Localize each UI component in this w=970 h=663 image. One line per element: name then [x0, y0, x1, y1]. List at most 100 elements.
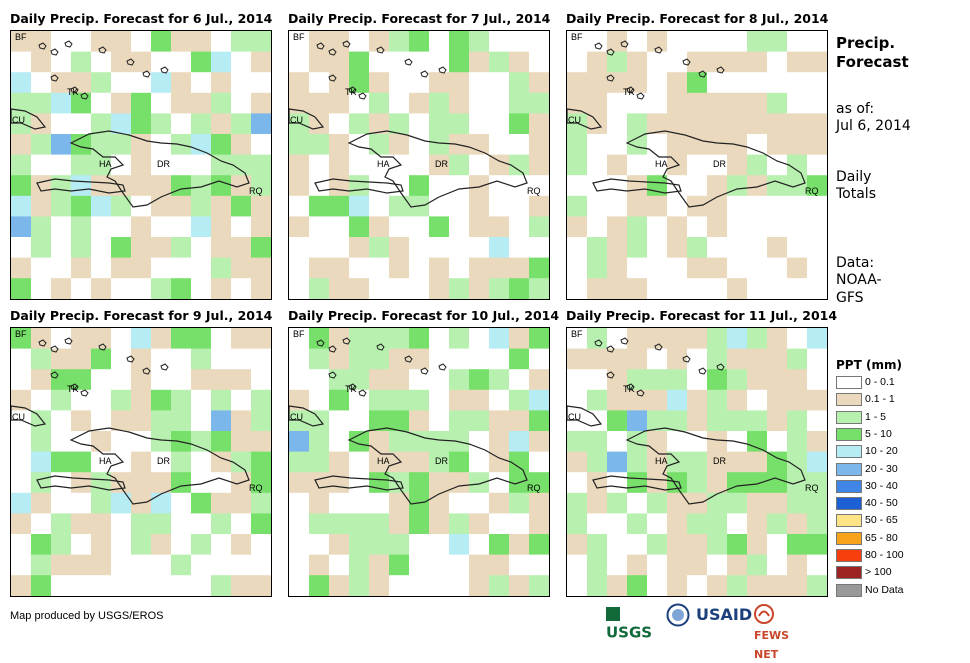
coastline: [11, 108, 47, 130]
map-label-ha: HA: [655, 456, 668, 466]
precip-cell: [607, 237, 627, 259]
precip-cell: [587, 410, 607, 432]
precip-cell: [131, 369, 151, 391]
precip-cell: [429, 554, 449, 576]
precip-cell: [251, 92, 271, 114]
precip-cell: [131, 472, 151, 494]
precip-cell: [111, 328, 131, 350]
precip-cell: [509, 410, 529, 432]
precip-cell: [449, 216, 469, 238]
precip-cell: [51, 389, 71, 411]
precip-cell: [469, 92, 489, 114]
map-label-cu: CU: [568, 115, 581, 125]
precip-cell: [131, 575, 151, 596]
precip-cell: [449, 175, 469, 197]
precip-cell: [211, 51, 231, 73]
precip-cell: [389, 389, 409, 411]
precip-cell: [71, 554, 91, 576]
precip-cell: [309, 175, 329, 197]
islet: [328, 48, 337, 56]
precip-cell: [687, 389, 707, 411]
precip-cell: [767, 278, 787, 299]
precip-cell: [567, 431, 587, 453]
precip-cell: [807, 216, 827, 238]
precip-cell: [587, 472, 607, 494]
precip-cell: [289, 451, 309, 473]
precip-cell: [31, 31, 51, 53]
precip-cell: [469, 51, 489, 73]
precip-cell: [449, 51, 469, 73]
precip-cell: [489, 554, 509, 576]
precip-cell: [707, 575, 727, 596]
precip-cell: [251, 369, 271, 391]
legend-label: > 100: [865, 566, 892, 579]
precip-cell: [627, 431, 647, 453]
precip-cell: [191, 369, 211, 391]
precip-cell: [469, 472, 489, 494]
legend-swatch: [836, 479, 862, 493]
islet: [126, 58, 135, 66]
precip-cell: [329, 369, 349, 391]
precip-cell: [469, 237, 489, 259]
precip-cell: [329, 554, 349, 576]
precip-cell: [251, 451, 271, 473]
precip-cell: [787, 389, 807, 411]
precip-cell: [489, 431, 509, 453]
legend-swatch: [836, 566, 862, 580]
precip-cell: [567, 348, 587, 370]
precip-cell: [509, 216, 529, 238]
precip-cell: [707, 328, 727, 350]
precip-cell: [289, 113, 309, 135]
precip-cell: [11, 175, 31, 197]
precip-cell: [349, 175, 369, 197]
precip-cell: [429, 472, 449, 494]
precip-cell: [171, 175, 191, 197]
islet: [64, 40, 73, 48]
precip-cell: [389, 534, 409, 556]
precip-cell: [807, 451, 827, 473]
precip-cell: [727, 575, 747, 596]
precip-cell: [607, 451, 627, 473]
precip-cell: [627, 216, 647, 238]
precip-cell: [309, 134, 329, 156]
map-label-rq: RQ: [527, 483, 541, 493]
precip-cell: [489, 348, 509, 370]
precip-cell: [707, 72, 727, 94]
precip-cell: [607, 492, 627, 514]
precip-cell: [767, 154, 787, 176]
islet: [70, 383, 79, 391]
coastline: [69, 130, 250, 208]
precip-cell: [289, 216, 309, 238]
precip-cell: [211, 554, 231, 576]
precip-cell: [329, 534, 349, 556]
coastline: [314, 475, 404, 491]
islet: [358, 92, 367, 100]
precip-cell: [489, 492, 509, 514]
islet: [70, 86, 79, 94]
precip-cell: [131, 92, 151, 114]
precip-cell: [91, 513, 111, 535]
precip-cell: [329, 92, 349, 114]
precip-cell: [11, 257, 31, 279]
coastline: [314, 178, 404, 194]
precip-cell: [91, 113, 111, 135]
precip-cell: [607, 31, 627, 53]
precip-cell: [807, 348, 827, 370]
precip-cell: [767, 237, 787, 259]
precip-cell: [707, 472, 727, 494]
precip-cell: [231, 369, 251, 391]
precip-cell: [51, 134, 71, 156]
precip-cell: [131, 113, 151, 135]
precip-cell: [51, 554, 71, 576]
precip-cell: [349, 389, 369, 411]
precip-cell: [369, 113, 389, 135]
precip-cell: [627, 451, 647, 473]
precip-cell: [151, 113, 171, 135]
precip-cell: [51, 492, 71, 514]
precip-cell: [529, 348, 549, 370]
precip-cell: [71, 513, 91, 535]
precip-cell: [449, 492, 469, 514]
precip-cell: [31, 451, 51, 473]
precip-cell: [587, 216, 607, 238]
precip-cell: [647, 492, 667, 514]
